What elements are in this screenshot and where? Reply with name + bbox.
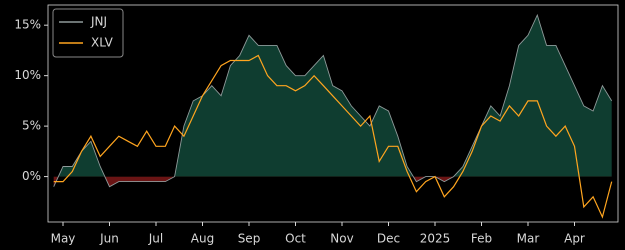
x-tick-label: Apr <box>564 232 585 246</box>
line <box>53 13 613 188</box>
legend-box <box>52 8 124 58</box>
y-tick-label: 5% <box>22 119 41 133</box>
legend-label: XLV <box>91 36 114 50</box>
area-below <box>53 176 454 187</box>
y-tick-label: 15% <box>14 18 41 32</box>
legend-label: JNJ <box>90 15 107 29</box>
plot-frame <box>47 4 619 223</box>
x-tick-label: Feb <box>471 232 492 246</box>
x-tick-label: Nov <box>330 232 353 246</box>
x-tick-label: Dec <box>377 232 400 246</box>
x-tick-label: Sep <box>238 232 261 246</box>
x-tick-label: 2025 <box>420 232 451 246</box>
x-tick-label: Jun <box>99 232 119 246</box>
line <box>53 54 613 219</box>
y-tick-label: 10% <box>14 68 41 82</box>
x-tick-label: Oct <box>285 232 306 246</box>
x-tick-label: Mar <box>517 232 540 246</box>
x-tick-label: Aug <box>191 232 214 246</box>
x-tick-label: Jul <box>148 232 163 246</box>
y-tick-label: 0% <box>22 169 41 183</box>
x-tick-label: May <box>51 232 76 246</box>
